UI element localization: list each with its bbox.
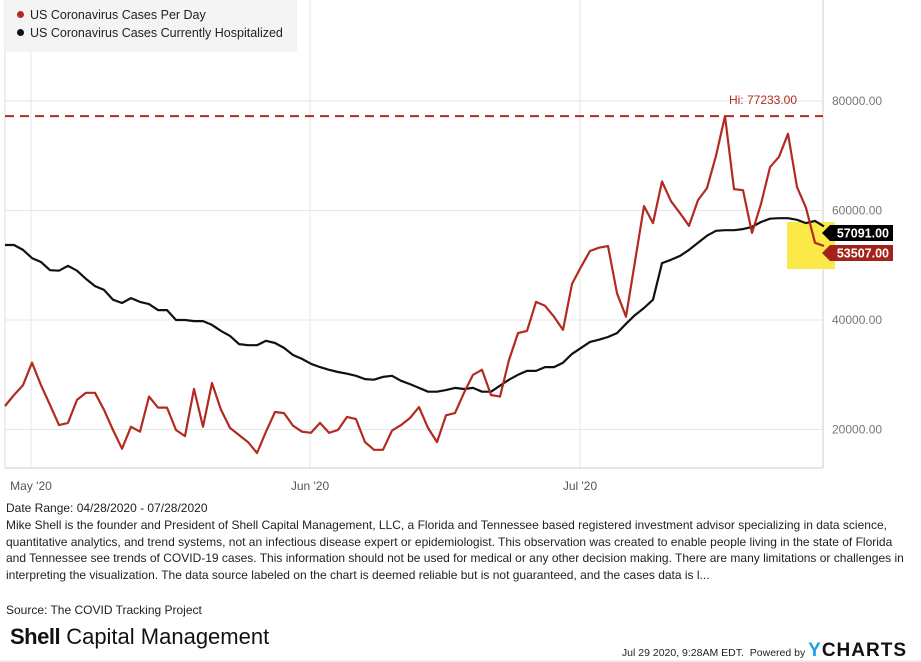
- x-tick-label: Jul '20: [563, 479, 598, 493]
- source-text: Source: The COVID Tracking Project: [6, 603, 202, 617]
- legend-item-hospitalized[interactable]: US Coronavirus Cases Currently Hospitali…: [17, 26, 283, 40]
- chart-description: Mike Shell is the founder and President …: [6, 518, 904, 582]
- legend-label: US Coronavirus Cases Currently Hospitali…: [30, 26, 283, 40]
- y-tick-label: 40000.00: [832, 313, 882, 327]
- x-tick-label: May '20: [10, 479, 52, 493]
- logo-bold: Shell: [10, 624, 61, 649]
- y-tick-label: 60000.00: [832, 204, 882, 218]
- chart-legend: US Coronavirus Cases Per Day US Coronavi…: [5, 0, 297, 52]
- value-tag: [822, 225, 893, 241]
- legend-item-cases[interactable]: US Coronavirus Cases Per Day: [17, 8, 206, 22]
- shell-capital-logo: Shell Capital Management: [10, 624, 269, 650]
- red-dot-icon: [17, 11, 24, 18]
- line-chart: 20000.00 40000.00 60000.00 80000.00 May '20 J…: [4, 0, 893, 493]
- y-tick-label: 80000.00: [832, 94, 882, 108]
- date-range: Date Range: 04/28/2020 - 07/28/2020: [6, 501, 208, 515]
- ycharts-text: CHARTS: [821, 640, 907, 661]
- black-dot-icon: [17, 29, 24, 36]
- series-line: [4, 114, 825, 455]
- y-tick-label: 20000.00: [832, 423, 882, 437]
- ycharts-logo[interactable]: YCHARTS: [808, 640, 907, 661]
- value-tag-label: 57091.00: [837, 227, 889, 241]
- timestamp: Jul 29 2020, 9:28AM EDT.: [621, 647, 744, 659]
- ycharts-y: Y: [808, 640, 822, 661]
- logo-rest: Capital Management: [60, 624, 270, 649]
- footer: Jul 29 2020, 9:28AM EDT. Powered by YCHA…: [622, 640, 907, 662]
- high-label: Hi: 77233.00: [729, 93, 797, 107]
- powered-by: Powered by: [749, 647, 806, 659]
- legend-label: US Coronavirus Cases Per Day: [30, 8, 206, 22]
- series-line: [5, 217, 825, 393]
- value-tag-label: 53507.00: [837, 247, 889, 261]
- value-tag: [822, 245, 893, 261]
- x-tick-label: Jun '20: [291, 479, 330, 493]
- bottom-divider: [0, 660, 921, 662]
